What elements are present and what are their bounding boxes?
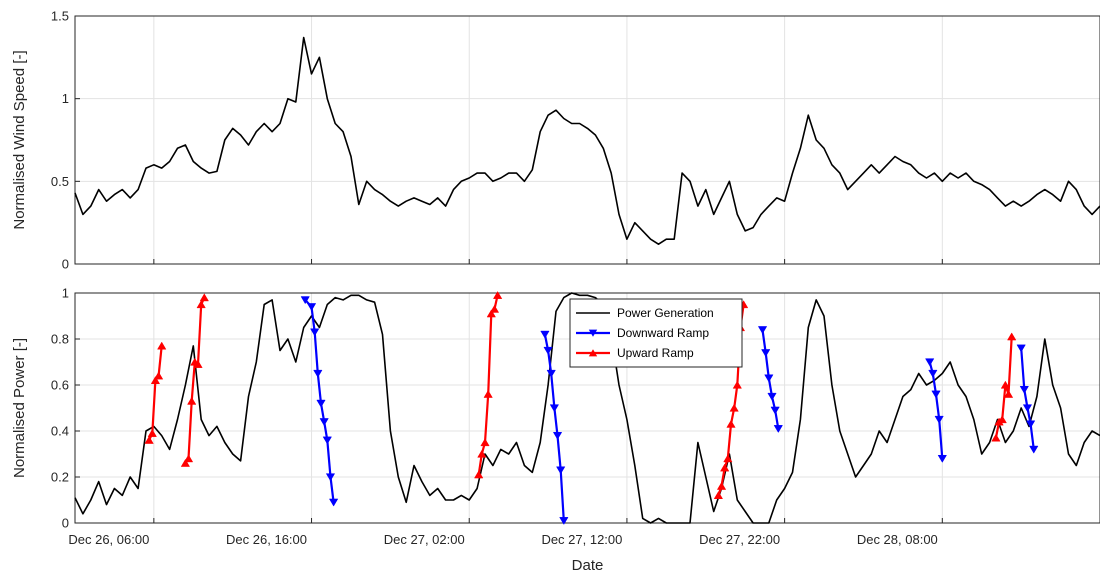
- downward-ramp-marker: [1025, 420, 1036, 429]
- upward-ramp-marker: [732, 380, 742, 389]
- downward-ramp-marker: [1019, 385, 1029, 394]
- series-line: [74, 36, 1100, 245]
- legend-entry: Upward Ramp: [617, 346, 694, 360]
- y-tick-label: 0.8: [51, 332, 69, 347]
- downward-ramp-marker: [325, 473, 336, 482]
- downward-ramp-marker: [300, 296, 310, 305]
- upward-ramp-marker: [193, 360, 203, 368]
- y-axis-label: Normalised Wind Speed [-]: [11, 50, 28, 229]
- upward-ramp-marker: [483, 389, 493, 398]
- downward-ramp-marker: [761, 349, 771, 358]
- y-tick-label: 0: [62, 257, 69, 272]
- upward-ramp-line: [148, 345, 163, 441]
- upward-ramp-marker: [729, 403, 739, 412]
- y-tick-label: 0: [62, 516, 69, 531]
- wind-speed-panel: 0 0.5 1 1.5 Normalised Wind Speed [-]: [11, 9, 1100, 272]
- upward-ramp-marker: [196, 300, 206, 309]
- upward-ramp-marker: [180, 458, 191, 467]
- x-tick-label: Dec 27, 12:00: [541, 532, 622, 547]
- downward-ramp-marker: [316, 399, 326, 408]
- upward-ramp-marker: [144, 435, 154, 444]
- y-tick-label: 1: [62, 91, 69, 106]
- downward-ramp-marker: [319, 418, 329, 427]
- series-line: [74, 292, 1100, 524]
- downward-ramp-line: [928, 361, 944, 459]
- upward-ramp-marker: [474, 470, 484, 479]
- downward-ramp-marker: [773, 425, 783, 433]
- downward-ramp-marker: [546, 369, 556, 378]
- upward-ramp-marker: [187, 396, 197, 405]
- power-panel: 0 0.2 0.4 0.6 0.8 1 Dec 26, 06:00 Dec 26, 16:00…: [11, 286, 1100, 574]
- y-tick-label: 0.5: [51, 174, 69, 189]
- downward-ramp-marker: [328, 498, 339, 507]
- upward-ramp-marker: [723, 454, 733, 463]
- downward-ramp-marker: [549, 404, 560, 413]
- downward-ramp-marker: [925, 358, 935, 367]
- y-tick-label: 1: [62, 286, 69, 301]
- y-tick-label: 0.4: [51, 424, 69, 439]
- plot-frame: [74, 292, 1100, 524]
- legend-entry: Downward Ramp: [617, 326, 709, 340]
- y-tick-label: 1.5: [51, 9, 69, 24]
- upward-ramp-marker: [489, 304, 500, 313]
- downward-ramp-marker: [1016, 344, 1026, 353]
- upward-ramp-marker: [147, 429, 157, 437]
- legend-marker: [588, 349, 598, 357]
- downward-ramp-marker: [764, 374, 774, 383]
- upward-ramp-line: [184, 297, 206, 464]
- y-axis-label: Normalised Power [-]: [11, 338, 28, 478]
- x-axis-label: Date: [572, 557, 604, 574]
- legend-marker: [588, 329, 598, 337]
- downward-ramp-marker: [934, 415, 944, 424]
- y-tick-label: 0.6: [51, 378, 69, 393]
- upward-ramp-marker: [726, 419, 736, 428]
- x-tick-label: Dec 26, 16:00: [226, 532, 307, 547]
- upward-ramp-marker: [153, 371, 164, 380]
- downward-ramp-marker: [559, 517, 569, 525]
- upward-ramp-marker: [1000, 380, 1011, 389]
- legend-entry: Power Generation: [617, 306, 714, 320]
- upward-ramp-marker: [157, 341, 167, 350]
- legend: Power Generation Downward Ramp Upward Ramp: [569, 298, 743, 368]
- downward-ramp-marker: [767, 392, 777, 401]
- plot-frame: [74, 15, 1100, 265]
- upward-ramp-marker: [150, 376, 161, 385]
- downward-ramp-marker: [556, 466, 566, 475]
- upward-ramp-marker: [1003, 389, 1014, 398]
- upward-ramp-marker: [477, 449, 487, 458]
- downward-ramp-marker: [313, 369, 323, 378]
- upward-ramp-marker: [199, 293, 209, 302]
- x-tick-label: Dec 26, 06:00: [68, 532, 149, 547]
- downward-ramp-marker: [552, 431, 563, 440]
- downward-ramp-marker: [306, 303, 317, 312]
- upward-ramp-marker: [480, 438, 490, 447]
- downward-ramp-marker: [757, 326, 768, 335]
- downward-ramp-marker: [1022, 404, 1033, 413]
- downward-ramp-marker: [540, 330, 550, 339]
- upward-ramp-marker: [183, 454, 194, 463]
- y-tick-label: 0.2: [51, 470, 69, 485]
- downward-ramp-line: [1020, 348, 1035, 450]
- downward-ramp-marker: [310, 328, 320, 337]
- downward-ramp-line: [543, 334, 565, 521]
- x-tick-label: Dec 27, 22:00: [699, 532, 780, 547]
- upward-ramp-marker: [720, 463, 730, 472]
- downward-ramp-marker: [928, 369, 938, 378]
- x-tick-label: Dec 28, 08:00: [857, 532, 938, 547]
- downward-ramp-marker: [770, 406, 780, 415]
- downward-ramp-marker: [1029, 445, 1039, 454]
- upward-ramp-marker: [991, 433, 1001, 442]
- upward-ramp-marker: [492, 291, 503, 299]
- downward-ramp-marker: [931, 390, 941, 399]
- upward-ramp-marker: [713, 491, 724, 500]
- x-tick-label: Dec 27, 02:00: [384, 532, 465, 547]
- upward-ramp-marker: [997, 415, 1007, 424]
- upward-ramp-marker: [716, 481, 727, 490]
- upward-ramp-marker: [1007, 332, 1017, 341]
- upward-ramp-marker: [486, 309, 496, 318]
- downward-ramp-marker: [322, 436, 332, 445]
- downward-ramp-marker: [543, 346, 553, 355]
- downward-ramp-marker: [937, 454, 947, 463]
